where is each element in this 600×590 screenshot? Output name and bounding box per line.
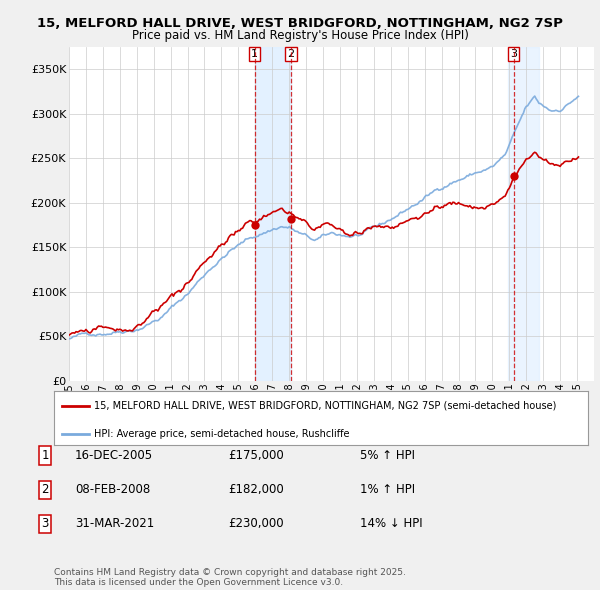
Text: 16-DEC-2005: 16-DEC-2005 bbox=[75, 449, 153, 462]
Text: 08-FEB-2008: 08-FEB-2008 bbox=[75, 483, 150, 496]
Text: £175,000: £175,000 bbox=[228, 449, 284, 462]
Text: HPI: Average price, semi-detached house, Rushcliffe: HPI: Average price, semi-detached house,… bbox=[94, 428, 350, 438]
Text: Contains HM Land Registry data © Crown copyright and database right 2025.
This d: Contains HM Land Registry data © Crown c… bbox=[54, 568, 406, 587]
Text: 1: 1 bbox=[41, 449, 49, 462]
Bar bbox=[254, 47, 291, 381]
Text: 15, MELFORD HALL DRIVE, WEST BRIDGFORD, NOTTINGHAM, NG2 7SP (semi-detached house: 15, MELFORD HALL DRIVE, WEST BRIDGFORD, … bbox=[94, 401, 556, 411]
Text: 14% ↓ HPI: 14% ↓ HPI bbox=[360, 517, 422, 530]
Text: Price paid vs. HM Land Registry's House Price Index (HPI): Price paid vs. HM Land Registry's House … bbox=[131, 30, 469, 42]
Text: 2: 2 bbox=[41, 483, 49, 496]
Text: £182,000: £182,000 bbox=[228, 483, 284, 496]
Text: 5% ↑ HPI: 5% ↑ HPI bbox=[360, 449, 415, 462]
Bar bbox=[508, 47, 539, 381]
Text: 2: 2 bbox=[287, 49, 295, 59]
Text: 3: 3 bbox=[510, 49, 517, 59]
Text: 15, MELFORD HALL DRIVE, WEST BRIDGFORD, NOTTINGHAM, NG2 7SP: 15, MELFORD HALL DRIVE, WEST BRIDGFORD, … bbox=[37, 17, 563, 30]
Text: 3: 3 bbox=[41, 517, 49, 530]
Text: £230,000: £230,000 bbox=[228, 517, 284, 530]
Text: 31-MAR-2021: 31-MAR-2021 bbox=[75, 517, 154, 530]
Text: 1% ↑ HPI: 1% ↑ HPI bbox=[360, 483, 415, 496]
Text: 1: 1 bbox=[251, 49, 258, 59]
